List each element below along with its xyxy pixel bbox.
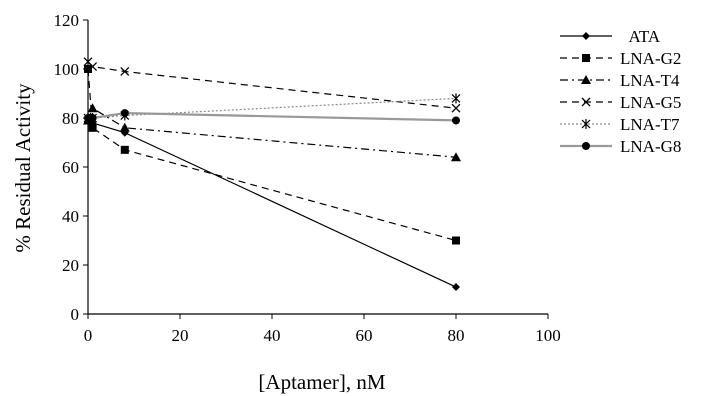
legend-marker bbox=[581, 97, 591, 107]
y-tick-label: 100 bbox=[54, 60, 80, 79]
data-point bbox=[88, 123, 97, 132]
legend-label: LNA-T4 bbox=[620, 71, 680, 90]
y-tick-label: 120 bbox=[54, 11, 80, 30]
data-point bbox=[451, 152, 461, 162]
x-tick-label: 60 bbox=[356, 326, 373, 345]
legend-label: LNA-T7 bbox=[620, 115, 680, 134]
series-lna-t4 bbox=[83, 103, 461, 162]
legend-entry: LNA-T4 bbox=[560, 71, 680, 90]
legend-entry: LNA-G8 bbox=[560, 137, 681, 156]
y-axis-label: % Residual Activity bbox=[11, 83, 35, 253]
legend-entry: LNA-G5 bbox=[560, 93, 681, 112]
data-point bbox=[120, 109, 129, 118]
x-tick-label: 100 bbox=[535, 326, 561, 345]
legend-marker bbox=[581, 75, 591, 84]
x-tick-label: 20 bbox=[172, 326, 189, 345]
x-tick-label: 40 bbox=[264, 326, 281, 345]
data-point bbox=[120, 145, 129, 154]
plot-area bbox=[87, 20, 548, 315]
y-tick-label: 60 bbox=[62, 158, 79, 177]
data-point bbox=[88, 114, 97, 122]
legend-entry: LNA-T7 bbox=[560, 115, 680, 134]
series-line bbox=[88, 97, 457, 119]
data-point bbox=[452, 236, 460, 245]
data-point bbox=[452, 283, 460, 292]
series-line bbox=[87, 117, 457, 288]
data-point bbox=[120, 66, 130, 76]
y-tick-label: 0 bbox=[71, 305, 80, 324]
data-point bbox=[88, 62, 98, 72]
x-tick-label: 0 bbox=[84, 326, 93, 345]
legend-label: LNA-G8 bbox=[620, 137, 681, 156]
series-lna-g5 bbox=[83, 57, 461, 113]
legend-label: LNA-G5 bbox=[620, 93, 681, 112]
series-lna-g2 bbox=[84, 65, 460, 245]
data-point bbox=[451, 93, 461, 104]
data-point bbox=[451, 103, 461, 113]
y-tick-label: 80 bbox=[62, 109, 79, 128]
series-line bbox=[87, 107, 457, 158]
series-line bbox=[87, 68, 457, 242]
y-tick-label: 20 bbox=[62, 256, 79, 275]
x-tick-label: 80 bbox=[448, 326, 465, 345]
series-line bbox=[88, 111, 457, 122]
data-point bbox=[119, 122, 130, 132]
x-axis-label: [Aptamer], nM bbox=[258, 370, 385, 394]
data-point bbox=[452, 116, 460, 125]
series-lna-g8 bbox=[84, 109, 460, 125]
legend-marker bbox=[581, 119, 591, 129]
legend-entry: ATA bbox=[560, 27, 661, 46]
data-point bbox=[87, 103, 98, 113]
y-tick-label: 40 bbox=[62, 207, 79, 226]
series-layer bbox=[83, 57, 461, 292]
legend-entry: LNA-G2 bbox=[560, 49, 681, 68]
legend-marker bbox=[582, 54, 590, 62]
data-point bbox=[84, 65, 92, 73]
legend-label: LNA-G2 bbox=[620, 49, 681, 68]
legend-marker bbox=[582, 32, 590, 40]
legend-marker bbox=[582, 142, 590, 150]
legend-label: ATA bbox=[620, 27, 661, 46]
legend: ATA LNA-G2 LNA-T4 LNA-G5 LNA-T7 LNA-G8 bbox=[560, 27, 681, 156]
axis-ticks: 0 20 40 60 80 100 120 0 20 40 60 80 100 bbox=[54, 11, 561, 345]
